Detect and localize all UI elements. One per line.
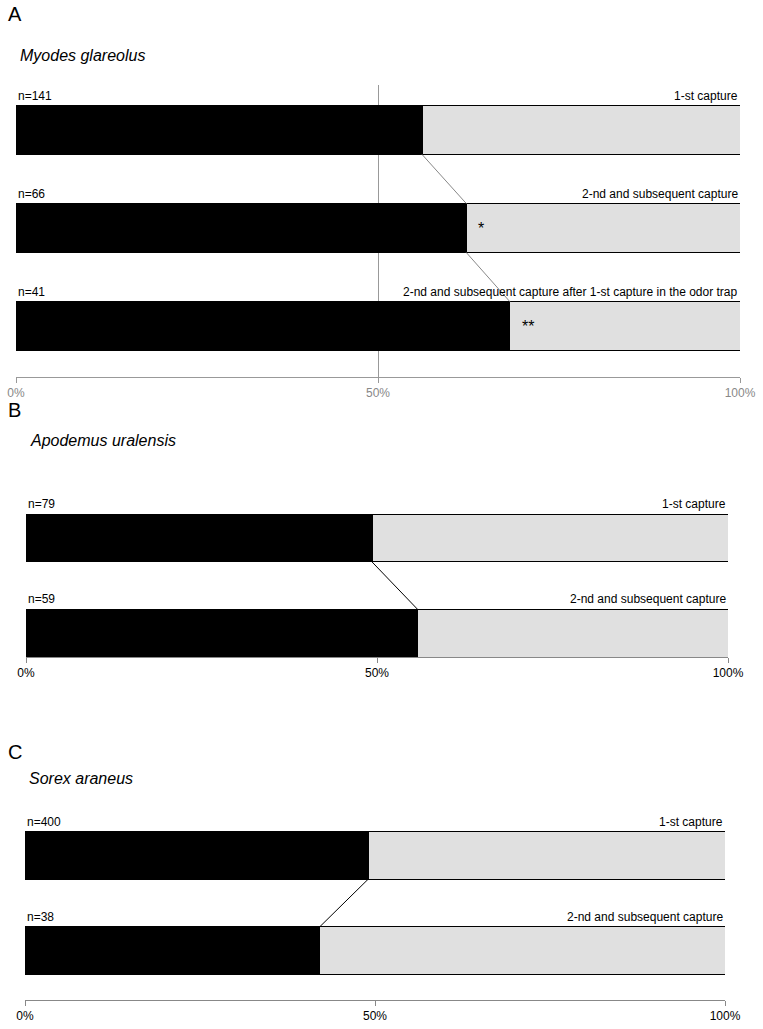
svg-text:2-nd and subsequent capture af: 2-nd and subsequent capture after 1-st c… <box>403 285 738 299</box>
svg-text:**: ** <box>522 318 534 335</box>
svg-text:n=66: n=66 <box>18 187 45 201</box>
svg-text:2-nd and subsequent capture: 2-nd and subsequent capture <box>582 187 738 201</box>
svg-text:1-st capture: 1-st capture <box>662 497 726 511</box>
svg-text:Sorex araneus: Sorex araneus <box>29 770 133 787</box>
svg-text:A: A <box>8 3 22 25</box>
svg-text:*: * <box>478 220 484 237</box>
svg-text:1-st capture: 1-st capture <box>674 89 738 103</box>
svg-text:n=38: n=38 <box>27 910 54 924</box>
svg-text:1-st capture: 1-st capture <box>659 815 723 829</box>
svg-text:n=141: n=141 <box>18 89 52 103</box>
svg-text:Apodemus uralensis: Apodemus uralensis <box>30 432 176 449</box>
svg-text:100%: 100% <box>725 386 756 400</box>
svg-text:100%: 100% <box>713 666 744 680</box>
svg-text:Myodes glareolus: Myodes glareolus <box>20 47 145 64</box>
svg-text:0%: 0% <box>17 666 35 680</box>
svg-text:0%: 0% <box>16 1009 34 1023</box>
svg-text:100%: 100% <box>710 1009 741 1023</box>
svg-text:C: C <box>8 741 22 763</box>
svg-text:n=41: n=41 <box>18 285 45 299</box>
svg-text:50%: 50% <box>365 666 389 680</box>
svg-text:2-nd and subsequent capture: 2-nd and subsequent capture <box>570 592 726 606</box>
svg-text:n=79: n=79 <box>28 497 55 511</box>
svg-text:2-nd and subsequent capture: 2-nd and subsequent capture <box>567 910 723 924</box>
svg-text:50%: 50% <box>366 386 390 400</box>
svg-text:0%: 0% <box>7 386 25 400</box>
svg-text:n=59: n=59 <box>28 592 55 606</box>
svg-text:B: B <box>8 399 21 421</box>
svg-text:n=400: n=400 <box>27 815 61 829</box>
svg-text:50%: 50% <box>363 1009 387 1023</box>
